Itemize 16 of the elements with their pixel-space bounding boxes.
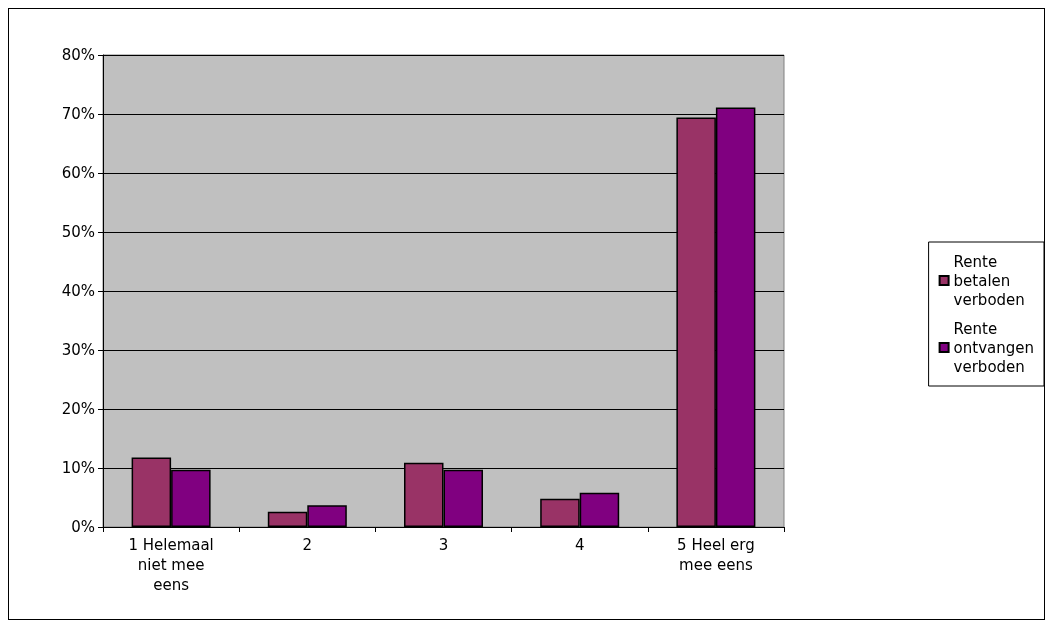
legend-label: Rente ontvangen verboden	[953, 319, 1035, 376]
x-tick-label: 3	[438, 536, 449, 554]
y-tick-label: 60%	[61, 164, 95, 182]
legend-label: Rente betalen verboden	[953, 252, 1025, 309]
y-tick-label: 0%	[71, 518, 95, 536]
x-tick-label: 5 Heel erg mee eens	[677, 536, 755, 574]
x-tick-label: 4	[574, 536, 585, 554]
y-tick-label: 10%	[61, 459, 95, 477]
x-tick-label: 1 Helemaal niet mee eens	[128, 536, 214, 594]
y-tick-label: 20%	[61, 400, 95, 418]
y-tick-label: 50%	[61, 223, 95, 241]
y-tick-label: 70%	[61, 105, 95, 123]
y-tick-label: 80%	[61, 46, 95, 64]
y-tick-label: 30%	[61, 341, 95, 359]
x-tick-label: 2	[302, 536, 313, 554]
y-tick-label: 40%	[61, 282, 95, 300]
